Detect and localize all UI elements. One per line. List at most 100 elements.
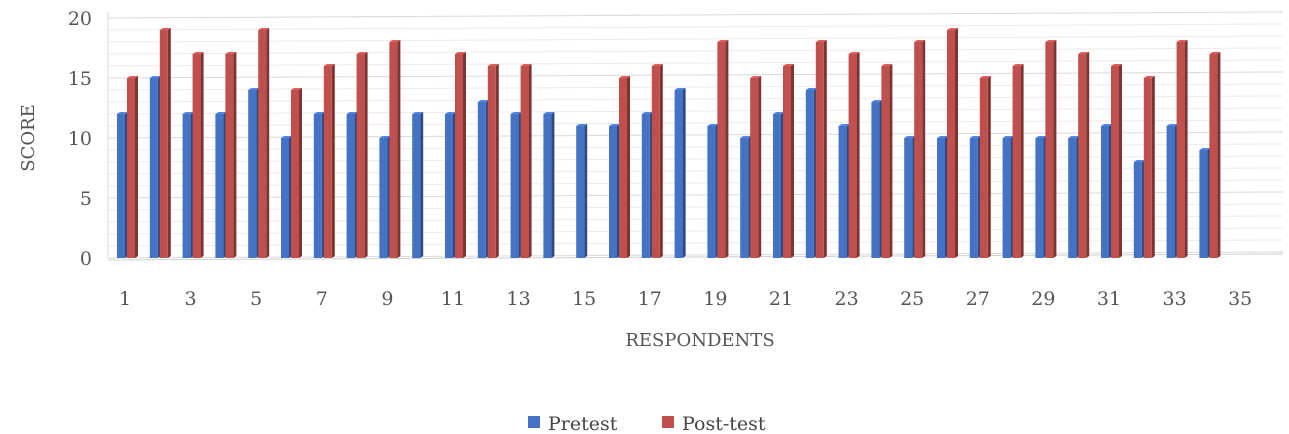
pretest-bar xyxy=(412,112,423,258)
bar-front xyxy=(521,66,529,258)
posttest-bar xyxy=(783,64,794,258)
legend-swatch-pretest xyxy=(528,416,540,428)
bar-front xyxy=(150,78,158,258)
pretest-bar xyxy=(543,112,554,258)
bar-side xyxy=(889,64,892,258)
bar-front xyxy=(904,138,912,258)
bar-front xyxy=(980,78,988,258)
bar-side xyxy=(758,76,761,258)
pretest-bar xyxy=(576,124,587,258)
posttest-bar xyxy=(980,76,991,258)
gridline xyxy=(108,108,1283,114)
bar-front xyxy=(248,90,256,258)
posttest-bar xyxy=(816,40,827,258)
bar-front xyxy=(225,54,233,258)
pretest-bar xyxy=(970,136,981,258)
pretest-bar xyxy=(871,100,882,258)
posttest-bar xyxy=(849,52,860,258)
pretest-bar xyxy=(1134,160,1145,258)
posttest-bar xyxy=(947,28,958,258)
bar-front xyxy=(642,114,650,258)
bar-front xyxy=(871,102,879,258)
pretest-bar xyxy=(511,112,522,258)
posttest-bar xyxy=(455,52,466,258)
pretest-bar xyxy=(806,88,817,258)
bar-front xyxy=(619,78,627,258)
bar-front xyxy=(127,78,135,258)
legend: Pretest Post-test xyxy=(528,413,766,434)
x-tick-label: 31 xyxy=(1097,288,1121,310)
bar-front xyxy=(314,114,322,258)
bar-side xyxy=(299,88,302,258)
bar-front xyxy=(773,114,781,258)
bar-front xyxy=(291,90,299,258)
x-tick-label: 5 xyxy=(250,288,262,310)
bar-side xyxy=(1086,52,1089,258)
bar-side xyxy=(266,28,269,258)
posttest-bar xyxy=(914,40,925,258)
bar-front xyxy=(1167,126,1175,258)
gridline xyxy=(108,84,1283,90)
bars xyxy=(117,28,1220,258)
pretest-bar xyxy=(740,136,751,258)
x-tick-label: 15 xyxy=(572,288,596,310)
posttest-bar xyxy=(1144,76,1155,258)
pretest-bar xyxy=(839,124,850,258)
bar-side xyxy=(233,52,236,258)
bar-front xyxy=(937,138,945,258)
bar-side xyxy=(551,112,554,258)
bar-front xyxy=(675,90,683,258)
bar-front xyxy=(1003,138,1011,258)
pretest-bar xyxy=(248,88,259,258)
bar-front xyxy=(1111,66,1119,258)
bar-side xyxy=(988,76,991,258)
x-tick-label: 35 xyxy=(1228,288,1252,310)
x-tick-label: 11 xyxy=(441,288,465,310)
posttest-bar xyxy=(127,76,138,258)
bar-front xyxy=(1134,162,1142,258)
posttest-bar xyxy=(291,88,302,258)
bar-side xyxy=(627,76,630,258)
pretest-bar xyxy=(281,136,292,258)
pretest-bar xyxy=(379,136,390,258)
x-tick-label: 29 xyxy=(1031,288,1055,310)
pretest-bar xyxy=(1167,124,1178,258)
bar-front xyxy=(258,30,266,258)
bar-front xyxy=(1177,42,1185,258)
posttest-bar xyxy=(357,52,368,258)
posttest-bar xyxy=(717,40,728,258)
pretest-bar xyxy=(215,112,226,258)
bar-side xyxy=(1021,64,1024,258)
bar-side xyxy=(683,88,686,258)
gridline xyxy=(108,72,1283,78)
posttest-bar xyxy=(389,40,400,258)
x-tick-label: 3 xyxy=(185,288,197,310)
bar-front xyxy=(849,54,857,258)
x-axis-ticks: 1 3 5 7 9 11 13 15 17 19 21 23 25 27 29 31 33 35 xyxy=(119,288,1252,310)
bar-front xyxy=(1068,138,1076,258)
bar-front xyxy=(970,138,978,258)
posttest-bar xyxy=(521,64,532,258)
posttest-bar xyxy=(1209,52,1220,258)
gridline xyxy=(108,12,1283,18)
y-tick-label: 15 xyxy=(68,68,92,90)
bar-side xyxy=(1185,40,1188,258)
bar-front xyxy=(324,66,332,258)
bar-front xyxy=(478,102,486,258)
posttest-bar xyxy=(881,64,892,258)
legend-swatch-posttest xyxy=(662,416,674,428)
posttest-bar xyxy=(1045,40,1056,258)
pretest-bar xyxy=(773,112,784,258)
bar-front xyxy=(281,138,289,258)
pretest-bar xyxy=(117,112,128,258)
pretest-bar xyxy=(707,124,718,258)
bar-side xyxy=(955,28,958,258)
x-tick-label: 9 xyxy=(381,288,393,310)
bar-front xyxy=(1101,126,1109,258)
bar-front xyxy=(160,30,168,258)
bar-front xyxy=(215,114,223,258)
bar-side xyxy=(791,64,794,258)
bar-front xyxy=(1013,66,1021,258)
pretest-bar xyxy=(1101,124,1112,258)
bar-front xyxy=(839,126,847,258)
